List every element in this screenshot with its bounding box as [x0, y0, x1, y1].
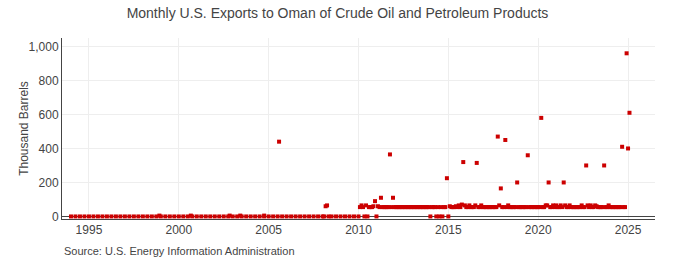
- svg-text:200: 200: [39, 176, 59, 190]
- svg-text:800: 800: [39, 74, 59, 88]
- svg-text:Monthly U.S. Exports to Oman o: Monthly U.S. Exports to Oman of Crude Oi…: [127, 5, 549, 21]
- svg-text:2015: 2015: [435, 223, 462, 237]
- svg-text:2005: 2005: [255, 223, 282, 237]
- svg-text:2000: 2000: [165, 223, 192, 237]
- svg-text:400: 400: [39, 142, 59, 156]
- svg-text:2010: 2010: [345, 223, 372, 237]
- svg-text:2025: 2025: [615, 223, 642, 237]
- svg-text:2020: 2020: [525, 223, 552, 237]
- svg-text:1,000: 1,000: [29, 40, 59, 54]
- svg-text:1995: 1995: [76, 223, 103, 237]
- svg-text:Thousand Barrels: Thousand Barrels: [17, 81, 31, 176]
- svg-text:600: 600: [39, 108, 59, 122]
- svg-text:0: 0: [52, 210, 59, 224]
- svg-text:Source: U.S. Energy Informatio: Source: U.S. Energy Information Administ…: [64, 245, 295, 257]
